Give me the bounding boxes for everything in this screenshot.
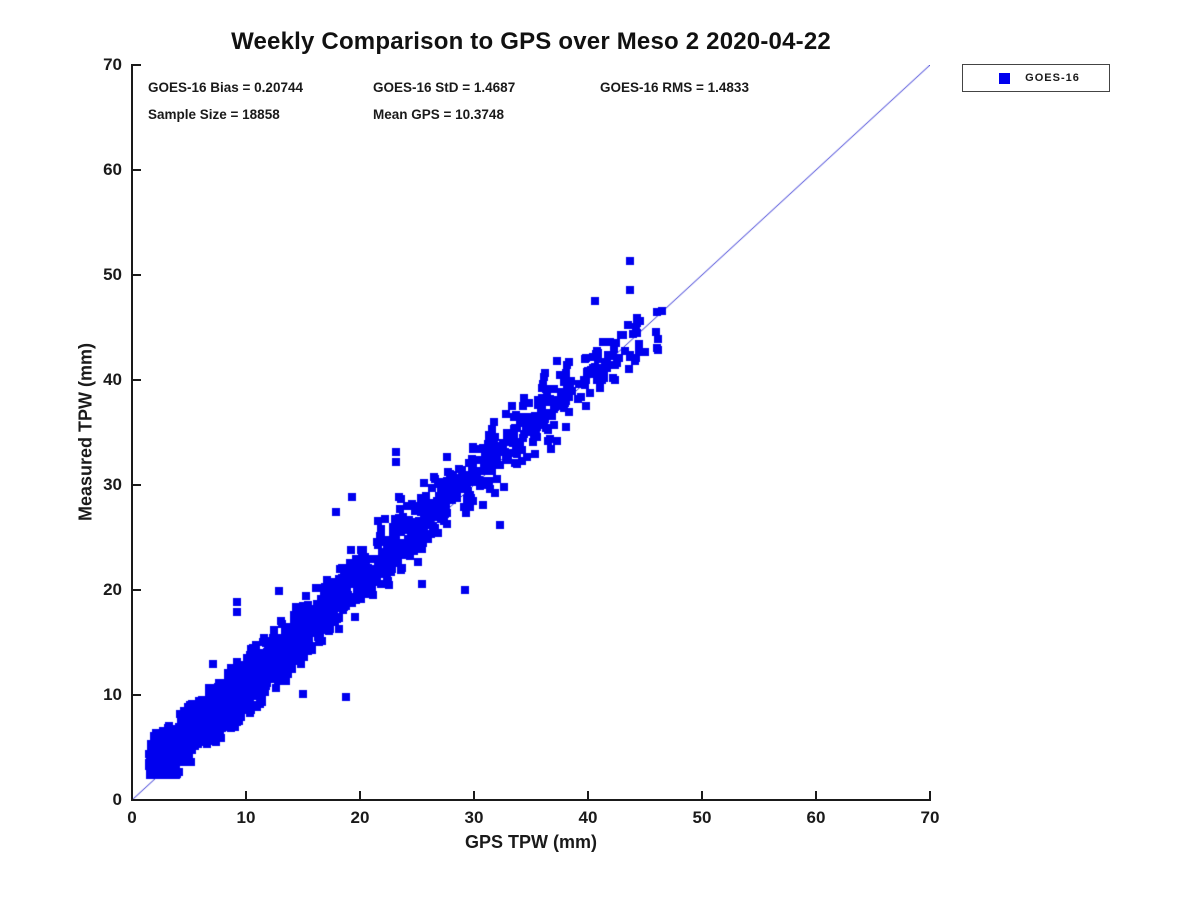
legend-label: GOES-16	[1025, 72, 1080, 84]
y-tick-label: 40	[103, 370, 122, 389]
x-tick-label: 70	[920, 808, 940, 827]
y-tick-mark	[133, 169, 141, 171]
stat-bias: GOES-16 Bias = 0.20744	[148, 80, 303, 95]
y-tick-mark	[133, 64, 141, 66]
y-tick-label: 70	[103, 55, 122, 74]
y-tick-mark	[133, 799, 141, 801]
scatter-plot-canvas	[132, 65, 930, 800]
y-tick-mark	[133, 694, 141, 696]
y-tick-mark	[133, 484, 141, 486]
y-tick-label: 10	[103, 685, 122, 704]
legend: GOES-16	[962, 64, 1110, 92]
x-tick-label: 60	[806, 808, 826, 827]
legend-marker-square-icon	[999, 72, 1010, 84]
x-tick-mark	[473, 791, 475, 799]
x-tick-label: 40	[578, 808, 598, 827]
y-axis-spine	[131, 64, 133, 801]
y-tick-label: 30	[103, 475, 122, 494]
x-axis-spine	[131, 799, 931, 801]
x-tick-label: 0	[127, 808, 137, 827]
x-tick-label: 10	[236, 808, 256, 827]
y-tick-label: 20	[103, 580, 122, 599]
y-tick-mark	[133, 274, 141, 276]
x-axis-label: GPS TPW (mm)	[464, 832, 597, 852]
chart-title: Weekly Comparison to GPS over Meso 2 202…	[231, 28, 831, 55]
x-tick-mark	[359, 791, 361, 799]
stat-rms: GOES-16 RMS = 1.4833	[600, 80, 749, 95]
stat-sample-size: Sample Size = 18858	[148, 107, 280, 122]
y-tick-label: 50	[103, 265, 122, 284]
y-tick-mark	[133, 379, 141, 381]
stat-std: GOES-16 StD = 1.4687	[373, 80, 516, 95]
y-tick-label: 0	[112, 790, 122, 809]
x-tick-label: 50	[692, 808, 712, 827]
x-tick-mark	[587, 791, 589, 799]
x-tick-mark	[929, 791, 931, 799]
y-tick-label: 60	[103, 160, 122, 179]
x-tick-mark	[245, 791, 247, 799]
x-tick-label: 30	[464, 808, 484, 827]
x-tick-mark	[131, 791, 133, 799]
x-tick-mark	[815, 791, 817, 799]
x-tick-label: 20	[350, 808, 370, 827]
y-tick-mark	[133, 589, 141, 591]
x-tick-mark	[701, 791, 703, 799]
stat-mean-gps: Mean GPS = 10.3748	[373, 107, 504, 122]
